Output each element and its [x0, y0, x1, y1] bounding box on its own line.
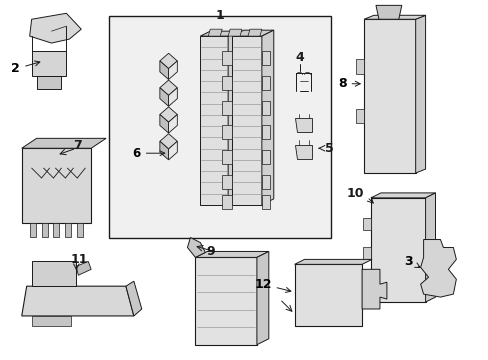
Polygon shape [32, 261, 76, 286]
Polygon shape [232, 36, 262, 205]
Polygon shape [32, 51, 66, 76]
Bar [65, 223, 71, 237]
Polygon shape [228, 29, 242, 36]
Polygon shape [256, 251, 268, 345]
Bar [41, 223, 47, 237]
Bar [362, 272, 370, 284]
Polygon shape [160, 141, 168, 160]
Polygon shape [364, 19, 415, 173]
Text: 2: 2 [11, 61, 40, 75]
Circle shape [376, 209, 384, 217]
Polygon shape [30, 13, 81, 43]
Text: 11: 11 [70, 253, 88, 266]
Polygon shape [415, 15, 425, 173]
Text: 1: 1 [215, 9, 224, 22]
Text: 8: 8 [337, 77, 360, 90]
Polygon shape [21, 148, 91, 223]
Bar [30, 223, 36, 237]
Text: 4: 4 [295, 51, 304, 64]
Polygon shape [262, 175, 269, 189]
Polygon shape [294, 264, 361, 326]
Polygon shape [262, 76, 269, 90]
Circle shape [366, 133, 376, 143]
Circle shape [52, 23, 61, 31]
Polygon shape [222, 150, 232, 164]
Polygon shape [294, 118, 312, 132]
Bar [77, 223, 83, 237]
Polygon shape [262, 150, 269, 164]
Polygon shape [208, 29, 222, 36]
Polygon shape [262, 195, 269, 209]
Polygon shape [222, 76, 232, 90]
Bar [355, 109, 364, 123]
Polygon shape [262, 125, 269, 139]
Polygon shape [222, 100, 232, 114]
Bar [355, 59, 364, 74]
Circle shape [431, 282, 441, 292]
Polygon shape [294, 260, 371, 264]
Text: 7: 7 [73, 139, 82, 152]
Polygon shape [160, 61, 168, 80]
Polygon shape [160, 53, 177, 68]
Polygon shape [262, 51, 269, 65]
Text: 5: 5 [325, 142, 333, 155]
Polygon shape [222, 51, 232, 65]
Polygon shape [364, 15, 425, 19]
Polygon shape [160, 107, 177, 122]
Polygon shape [222, 125, 232, 139]
Polygon shape [425, 193, 435, 302]
Polygon shape [160, 114, 168, 133]
Polygon shape [222, 175, 232, 189]
Bar [362, 218, 370, 230]
Bar [32, 316, 71, 326]
Polygon shape [160, 88, 168, 106]
Polygon shape [126, 281, 142, 316]
Polygon shape [21, 286, 134, 316]
Circle shape [189, 242, 197, 249]
Polygon shape [160, 134, 177, 149]
Polygon shape [361, 269, 386, 309]
Polygon shape [168, 88, 177, 106]
Polygon shape [195, 251, 268, 257]
Polygon shape [195, 257, 256, 345]
Polygon shape [200, 36, 228, 205]
Polygon shape [168, 61, 177, 80]
Polygon shape [160, 80, 177, 95]
Text: 6: 6 [132, 147, 164, 160]
Circle shape [366, 34, 376, 44]
Circle shape [376, 281, 384, 289]
Bar [53, 223, 60, 237]
Polygon shape [232, 30, 273, 36]
Polygon shape [420, 239, 455, 297]
Polygon shape [168, 141, 177, 160]
Polygon shape [294, 145, 312, 159]
Bar [109, 16, 331, 238]
Polygon shape [200, 31, 238, 36]
Polygon shape [187, 238, 205, 257]
Polygon shape [262, 100, 269, 114]
Text: 10: 10 [346, 188, 364, 201]
Text: 3: 3 [404, 255, 419, 268]
Polygon shape [222, 195, 232, 209]
Circle shape [366, 84, 376, 94]
Polygon shape [228, 31, 238, 205]
Text: 9: 9 [206, 245, 215, 258]
Polygon shape [247, 29, 262, 36]
Polygon shape [76, 261, 91, 275]
Polygon shape [168, 114, 177, 133]
Polygon shape [375, 5, 401, 19]
Polygon shape [262, 30, 273, 205]
Bar [362, 247, 370, 260]
Polygon shape [370, 198, 425, 302]
Polygon shape [370, 193, 435, 198]
Text: 12: 12 [254, 278, 290, 292]
Polygon shape [37, 76, 61, 89]
Polygon shape [21, 138, 106, 148]
Circle shape [367, 272, 375, 280]
